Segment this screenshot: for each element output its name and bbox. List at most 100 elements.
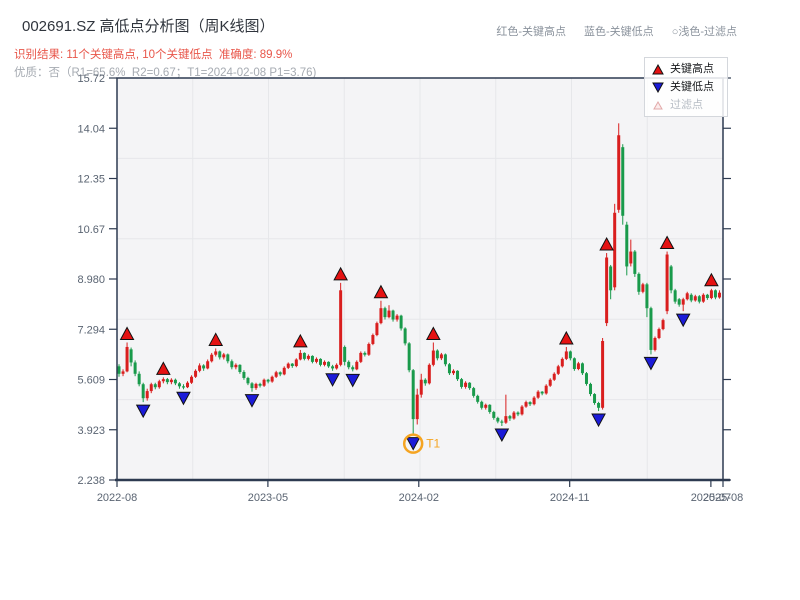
legend-item-filtered: 过滤点 — [652, 98, 720, 112]
candle-body — [697, 296, 701, 302]
key-low-marker — [176, 391, 191, 406]
up-triangle-icon — [652, 63, 664, 75]
candle-body — [520, 406, 524, 415]
y-tick-label: 7.294 — [77, 324, 105, 336]
candle-body — [246, 377, 250, 384]
candle-body — [258, 383, 262, 386]
candle-body — [286, 363, 290, 368]
candle-body — [544, 385, 548, 394]
candle-body — [508, 416, 512, 419]
candle-body — [572, 358, 576, 370]
candle-body — [568, 351, 572, 359]
legend-label-key-high: 关键高点 — [670, 63, 714, 75]
y-tick-label: 12.35 — [77, 174, 105, 186]
result-summary: 识别结果: 11个关键高点, 10个关键低点 准确度: 89.9% — [14, 49, 293, 61]
candle-body — [605, 257, 609, 324]
y-tick-label: 8.980 — [77, 274, 105, 286]
candle-body — [335, 364, 339, 369]
legend-label-key-low: 关键低点 — [670, 81, 714, 93]
candle-body — [129, 349, 133, 363]
chart-legend: 关键高点 关键低点 过滤点 — [644, 57, 728, 117]
candle-body — [613, 212, 617, 288]
candle-body — [169, 379, 173, 383]
candle-body — [250, 383, 254, 389]
candle-body — [125, 346, 129, 372]
candle-body — [165, 379, 169, 383]
filtered-triangle-icon — [652, 100, 664, 111]
candle-body — [625, 224, 629, 267]
color-key-high: 红色-关键高点 — [496, 26, 567, 38]
color-key-line: 红色-关键高点 蓝色-关键低点 ○浅色-过滤点 — [496, 23, 737, 39]
candle-body — [516, 412, 520, 415]
candle-body — [701, 294, 705, 302]
candle-body — [173, 379, 177, 384]
candle-body — [645, 284, 649, 309]
candle-body — [589, 383, 593, 395]
candle-body — [214, 351, 218, 355]
candle-body — [580, 363, 584, 374]
candle-body — [270, 376, 274, 382]
candle-body — [451, 370, 455, 374]
legend-label-filtered: 过滤点 — [670, 99, 703, 111]
candle-body — [528, 402, 532, 405]
candle-body — [181, 386, 185, 388]
candle-body — [238, 364, 242, 373]
legend-item-key-low: 关键低点 — [652, 80, 720, 94]
candle-body — [149, 384, 153, 392]
candle-body — [633, 251, 637, 274]
candle-body — [649, 308, 653, 350]
down-triangle-icon — [652, 82, 664, 93]
candle-body — [548, 379, 552, 386]
candle-body — [476, 395, 480, 402]
candle-body — [266, 379, 270, 382]
candle-body — [274, 372, 278, 377]
candle-body — [681, 299, 685, 305]
candle-body — [210, 354, 214, 362]
key-low-marker — [591, 413, 606, 428]
candle-body — [431, 350, 435, 365]
candle-body — [327, 361, 331, 367]
candle-body — [564, 351, 568, 359]
candle-body — [677, 299, 681, 305]
candle-body — [484, 404, 488, 408]
candle-body — [447, 364, 451, 374]
candle-body — [133, 362, 137, 374]
candle-body — [343, 346, 347, 362]
candle-body — [456, 370, 460, 380]
t1-label: T1 — [426, 437, 440, 451]
candle-body — [673, 290, 677, 302]
y-tick-label: 14.04 — [77, 123, 105, 135]
candle-body — [423, 379, 427, 384]
candle-body — [480, 401, 484, 408]
key-low-marker — [135, 404, 151, 419]
candle-body — [391, 310, 395, 320]
candle-body — [472, 388, 476, 396]
candle-body — [705, 294, 709, 299]
candle-body — [298, 352, 302, 360]
candle-body — [351, 367, 355, 370]
candle-body — [194, 370, 198, 377]
candle-body — [709, 290, 713, 299]
candle-body — [496, 417, 500, 422]
candle-body — [500, 421, 504, 423]
candle-body — [306, 355, 310, 359]
key-high-marker — [373, 284, 389, 299]
candle-body — [186, 382, 190, 388]
candle-body — [617, 135, 621, 210]
candle-body — [234, 364, 238, 368]
x-tick-label: 2024-02 — [399, 492, 439, 504]
x-tick-label: 2023-05 — [248, 492, 288, 504]
color-key-filtered: ○浅色-过滤点 — [671, 26, 737, 38]
candle-body — [427, 364, 431, 384]
candle-body — [665, 254, 669, 312]
candle-body — [504, 416, 508, 423]
color-key-low: 蓝色-关键低点 — [584, 26, 654, 38]
candle-body — [355, 361, 359, 370]
candle-body — [153, 384, 157, 388]
candle-body — [435, 350, 439, 359]
candle-body — [359, 352, 363, 362]
candle-body — [157, 381, 161, 388]
candle-body — [177, 383, 181, 387]
candle-body — [310, 355, 314, 362]
candle-body — [375, 323, 379, 336]
